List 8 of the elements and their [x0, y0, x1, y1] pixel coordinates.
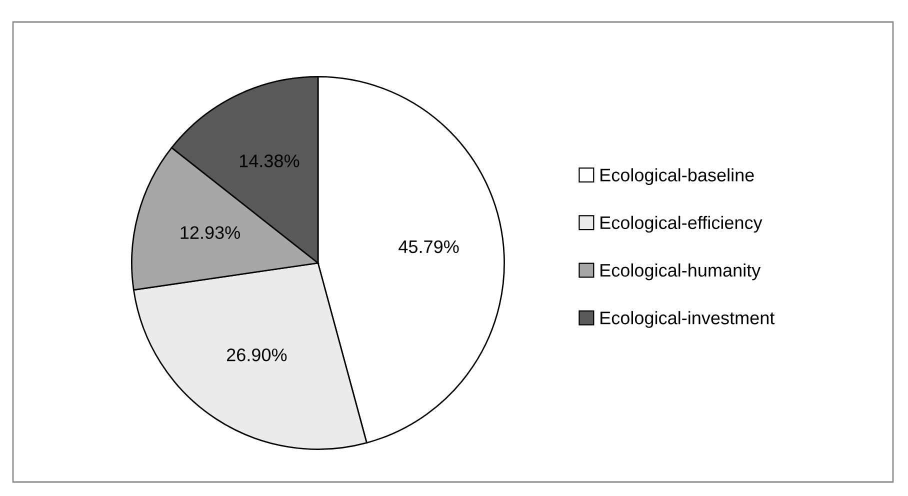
data-label: 14.38% — [240, 154, 300, 168]
data-label: 12.93% — [180, 226, 240, 239]
legend-label: Ecological-baseline — [600, 168, 754, 186]
legend-label: Ecological-investment — [600, 311, 775, 328]
data-label: 45.79% — [398, 240, 459, 254]
data-label: 26.90% — [226, 348, 287, 362]
legend-label: Ecological-humanity — [600, 263, 761, 280]
legend-label: Ecological-efficiency — [600, 216, 762, 233]
